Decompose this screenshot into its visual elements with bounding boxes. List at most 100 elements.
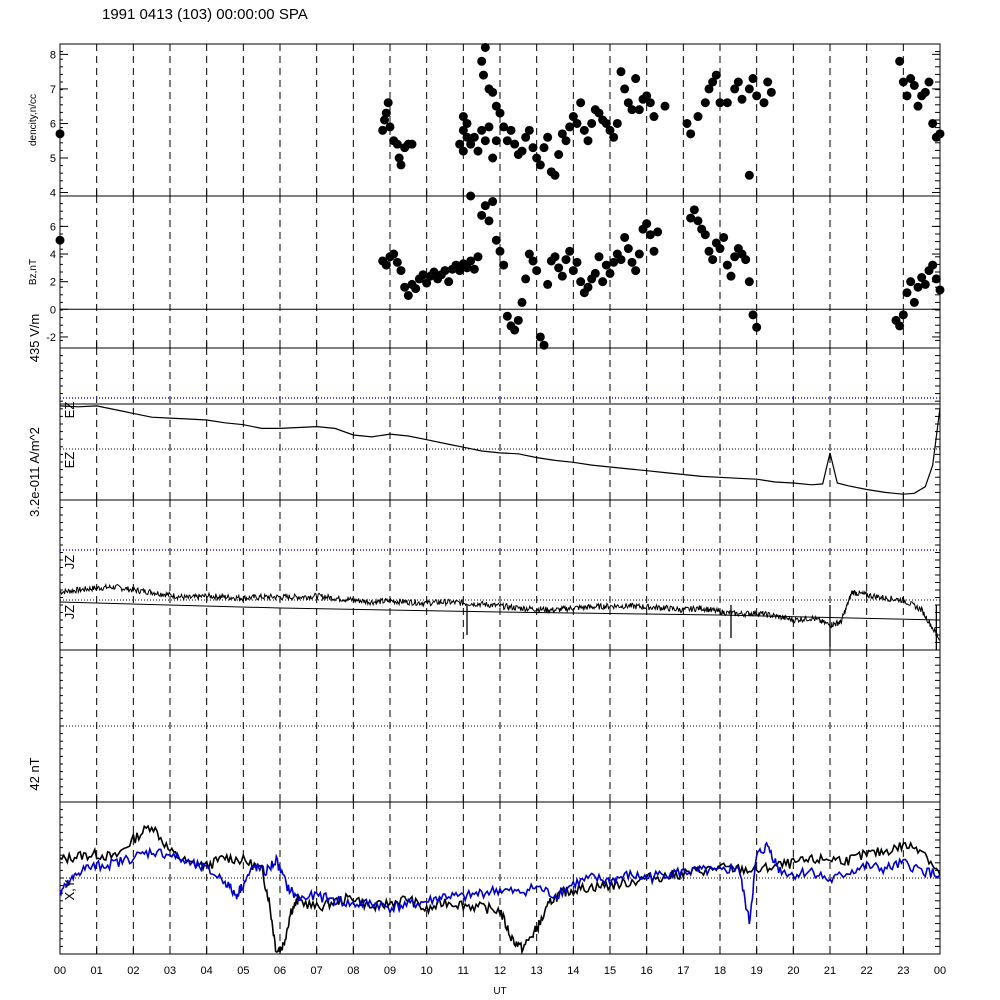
data-point bbox=[902, 288, 912, 298]
data-point bbox=[686, 129, 696, 139]
data-point bbox=[645, 98, 655, 108]
data-point bbox=[557, 271, 567, 281]
data-point bbox=[616, 67, 626, 77]
data-point bbox=[744, 84, 754, 94]
data-point bbox=[458, 125, 468, 135]
data-point bbox=[917, 273, 927, 283]
data-point bbox=[605, 125, 615, 135]
data-point bbox=[55, 129, 65, 139]
data-point bbox=[711, 70, 721, 80]
data-point bbox=[722, 260, 732, 270]
data-point bbox=[554, 150, 564, 160]
data-point bbox=[730, 252, 740, 262]
x-tick-label: 09 bbox=[384, 965, 396, 977]
series-line bbox=[59, 824, 941, 956]
data-point bbox=[484, 216, 494, 226]
series-line bbox=[59, 583, 941, 641]
data-point bbox=[623, 98, 633, 108]
data-point bbox=[458, 112, 468, 122]
data-point bbox=[539, 143, 549, 153]
data-point bbox=[583, 282, 593, 292]
data-point bbox=[473, 252, 483, 262]
data-point bbox=[524, 125, 534, 135]
data-point bbox=[422, 278, 432, 288]
data-point bbox=[909, 80, 919, 90]
y-tick-label: 6 bbox=[50, 221, 56, 233]
y-tick-label: 5 bbox=[50, 153, 56, 165]
series-label: JZ bbox=[62, 555, 77, 570]
data-point bbox=[466, 191, 476, 201]
data-point bbox=[462, 132, 472, 142]
data-point bbox=[392, 257, 402, 267]
data-point bbox=[726, 271, 736, 281]
data-point bbox=[455, 266, 465, 276]
data-point bbox=[392, 139, 402, 149]
data-point bbox=[627, 257, 637, 267]
y-axis-label: 3.2e-011 A/m^2 bbox=[27, 427, 42, 517]
data-point bbox=[502, 311, 512, 321]
data-point bbox=[400, 282, 410, 292]
data-point bbox=[634, 105, 644, 115]
x-tick-label: 15 bbox=[604, 965, 616, 977]
data-point bbox=[660, 101, 670, 111]
chart-title: 1991 0413 (103) 00:00:00 SPA bbox=[102, 6, 308, 23]
data-point bbox=[557, 129, 567, 139]
data-point bbox=[715, 244, 725, 254]
data-point bbox=[473, 146, 483, 156]
data-point bbox=[594, 252, 604, 262]
data-point bbox=[623, 244, 633, 254]
data-point bbox=[909, 297, 919, 307]
x-tick-label: 13 bbox=[531, 965, 543, 977]
x-tick-label: 06 bbox=[274, 965, 286, 977]
data-point bbox=[469, 264, 479, 274]
data-point bbox=[488, 87, 498, 97]
data-point bbox=[741, 255, 751, 265]
data-point bbox=[902, 91, 912, 101]
data-point bbox=[693, 112, 703, 122]
x-axis-label: UT bbox=[493, 986, 506, 997]
x-tick-label: 04 bbox=[201, 965, 213, 977]
data-point bbox=[598, 277, 608, 287]
data-point bbox=[499, 260, 509, 270]
data-point bbox=[748, 310, 758, 320]
data-point bbox=[620, 84, 630, 94]
data-point bbox=[642, 91, 652, 101]
series-label: JZ bbox=[62, 605, 77, 620]
data-point bbox=[700, 98, 710, 108]
data-point bbox=[752, 322, 762, 332]
data-point bbox=[455, 139, 465, 149]
y-tick-label: 4 bbox=[50, 249, 56, 261]
data-point bbox=[565, 122, 575, 132]
x-tick-label: 21 bbox=[824, 965, 836, 977]
data-point bbox=[601, 260, 611, 270]
x-tick-label: 14 bbox=[567, 965, 579, 977]
data-point bbox=[928, 118, 938, 128]
data-point bbox=[521, 132, 531, 142]
data-point bbox=[510, 139, 520, 149]
x-tick-label: 20 bbox=[787, 965, 799, 977]
data-point bbox=[521, 274, 531, 284]
data-point bbox=[601, 118, 611, 128]
data-point bbox=[689, 205, 699, 215]
data-point bbox=[378, 125, 388, 135]
data-point bbox=[700, 230, 710, 240]
data-point bbox=[411, 284, 421, 294]
data-point bbox=[631, 74, 641, 84]
data-point bbox=[730, 84, 740, 94]
data-point bbox=[55, 235, 65, 245]
data-point bbox=[931, 274, 941, 284]
data-point bbox=[550, 170, 560, 180]
data-point bbox=[484, 122, 494, 132]
data-point bbox=[381, 108, 391, 118]
data-point bbox=[513, 315, 523, 325]
data-point bbox=[488, 153, 498, 163]
data-point bbox=[763, 77, 773, 87]
data-point bbox=[480, 201, 490, 211]
data-point bbox=[394, 153, 404, 163]
data-point bbox=[396, 160, 406, 170]
data-point bbox=[477, 125, 487, 135]
x-tick-label: 02 bbox=[127, 965, 139, 977]
data-point bbox=[605, 268, 615, 278]
data-point bbox=[543, 132, 553, 142]
data-point bbox=[634, 249, 644, 259]
